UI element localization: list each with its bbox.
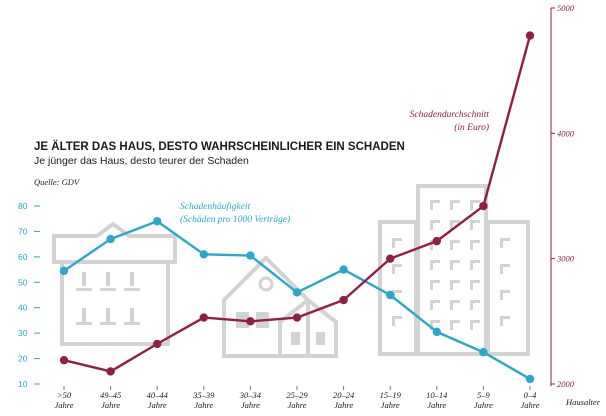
apartment-window-icon: [450, 220, 460, 230]
right-y-tick-label: 3000: [556, 254, 575, 264]
apartment-window-icon: [450, 300, 460, 310]
frequency-data-point: [432, 327, 441, 337]
x-axis-label: Hausalter: [565, 397, 601, 407]
x-tick-label-unit: Jahre: [54, 400, 73, 410]
x-tick-label: 30–34: [239, 390, 262, 400]
series-label-average: Schadendurchschnitt: [410, 110, 490, 120]
apartment-window-icon: [450, 200, 460, 210]
chart-title: JE ÄLTER DAS HAUS, DESTO WAHRSCHEINLICHE…: [34, 140, 405, 153]
old-house-icon: [52, 221, 177, 346]
apartment-window-icon: [392, 238, 402, 248]
apartment-window-icon: [470, 240, 480, 250]
frequency-data-point: [525, 374, 535, 384]
apartment-window-icon: [500, 316, 510, 326]
left-y-tick-label: 10: [18, 379, 28, 389]
average-cost-data-point: [339, 295, 348, 305]
apartment-window-icon: [450, 320, 460, 330]
left-y-tick-label: 40: [18, 303, 28, 313]
x-tick-label: 49–45: [100, 390, 121, 400]
left-y-tick-label: 20: [18, 354, 28, 364]
left-y-tick-label: 70: [18, 226, 28, 236]
average-cost-data-point: [153, 339, 162, 349]
series-layer: [59, 31, 535, 384]
x-tick-label-unit: Jahre: [474, 400, 493, 410]
left-y-tick-label: 60: [18, 252, 28, 262]
apartment-window-icon: [450, 260, 460, 270]
apartment-window-icon: [430, 260, 440, 270]
apartment-window-icon: [430, 200, 440, 210]
frequency-data-point: [292, 288, 302, 297]
x-tick-label-unit: Jahre: [334, 400, 353, 410]
x-tick-label: 35–39: [192, 390, 215, 400]
frequency-data-point: [246, 251, 255, 260]
apartment-window-icon: [470, 280, 480, 290]
average-cost-data-point: [525, 31, 535, 40]
left-y-tick-label: 50: [18, 277, 28, 287]
series-label-average-unit: (in Euro): [454, 122, 489, 133]
left-y-tick-label: 30: [18, 328, 28, 338]
apartment-window-icon: [430, 220, 440, 230]
apartment-window-icon: [470, 200, 480, 210]
apartment-window-icon: [392, 316, 402, 326]
frequency-data-point: [386, 290, 395, 300]
x-tick-label: 15–19: [380, 390, 402, 400]
x-tick-label: 0–4: [524, 390, 538, 400]
apartment-window-icon: [470, 320, 480, 330]
apartment-window-icon: [392, 264, 402, 274]
frequency-data-point: [153, 217, 162, 226]
right-y-tick-label: 4000: [557, 128, 575, 138]
apartment-window-icon: [430, 300, 440, 310]
x-tick-label-unit: Jahre: [101, 400, 120, 410]
frequency-data-point: [106, 234, 115, 244]
apartment-blocks-icon: [378, 184, 530, 356]
apartment-window-icon: [470, 220, 480, 230]
source-note: Quelle: GDV: [34, 177, 81, 187]
x-tick-label: 5–9: [477, 390, 491, 400]
x-tick-label-unit: Jahre: [241, 400, 260, 410]
average-cost-data-point: [246, 317, 255, 326]
apartment-window-icon: [500, 238, 510, 248]
average-cost-data-point: [479, 201, 488, 211]
family-house-icon: [222, 255, 338, 358]
x-tick-label-unit: Jahre: [381, 400, 400, 410]
x-tick-label-unit: Jahre: [194, 400, 213, 410]
apartment-window-icon: [450, 280, 460, 290]
x-axis: >50Jahre49–45Jahre40–44Jahre35–39Jahre30…: [54, 386, 540, 410]
x-tick-label: 25–29: [286, 390, 308, 400]
frequency-data-point: [479, 348, 488, 357]
x-tick-label-unit: Jahre: [148, 400, 167, 410]
chart-subtitle: Je jünger das Haus, desto teurer der Sch…: [34, 155, 249, 167]
frequency-data-point: [339, 265, 348, 274]
background-buildings-illustration: [52, 184, 530, 358]
x-tick-label-unit: Jahre: [427, 400, 446, 410]
x-tick-label: 40–44: [147, 390, 169, 400]
average-cost-data-point: [106, 367, 115, 376]
x-tick-label-unit: Jahre: [287, 400, 306, 410]
x-tick-label: 20–24: [333, 390, 355, 400]
average-cost-data-point: [199, 313, 208, 322]
frequency-data-point: [199, 250, 208, 259]
apartment-window-icon: [470, 260, 480, 270]
x-tick-label-unit: Jahre: [520, 400, 539, 410]
apartment-window-icon: [450, 240, 460, 250]
x-tick-label: 10–14: [426, 390, 448, 400]
average-cost-data-point: [59, 355, 69, 365]
right-y-axis: 2000 3000 4000 5000: [551, 3, 575, 389]
apartment-window-icon: [500, 290, 510, 300]
series-label-frequency-unit: (Schäden pro 1000 Verträge): [180, 214, 290, 225]
average-cost-data-point: [432, 236, 441, 246]
frequency-data-point: [59, 266, 69, 276]
apartment-window-icon: [430, 280, 440, 290]
series-label-frequency: Schadenhäufigkeit: [180, 201, 251, 212]
right-y-tick-label: 2000: [557, 379, 575, 389]
left-y-axis: 10 20 30 40 50 60 70 80: [18, 201, 40, 389]
right-y-tick-label: 5000: [557, 3, 575, 13]
apartment-window-icon: [470, 300, 480, 310]
left-y-tick-label: 80: [18, 201, 28, 211]
apartment-window-icon: [500, 264, 510, 274]
average-cost-data-point: [292, 313, 302, 322]
average-cost-data-point: [386, 254, 395, 263]
x-tick-label: >50: [57, 390, 72, 400]
